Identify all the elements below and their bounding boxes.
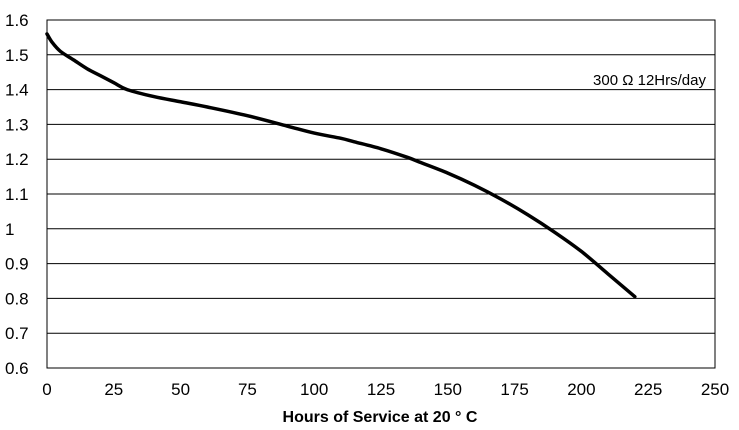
x-tick-label: 75 [238, 380, 257, 399]
x-tick-label: 50 [171, 380, 190, 399]
x-tick-label: 100 [300, 380, 328, 399]
x-tick-label: 0 [42, 380, 51, 399]
x-axis-ticks: 0 25 50 75 100 125 150 175 200 225 250 [42, 380, 729, 399]
y-tick-label: 1.2 [5, 150, 29, 169]
y-tick-label: 1.3 [5, 115, 29, 134]
x-tick-label: 150 [434, 380, 462, 399]
x-tick-label: 175 [500, 380, 528, 399]
y-tick-label: 1 [5, 220, 14, 239]
y-axis-ticks: 0.6 0.7 0.8 0.9 1 1.1 1.2 1.3 1.4 1.5 1.6 [5, 11, 29, 378]
x-tick-label: 25 [104, 380, 123, 399]
chart-annotation: 300 Ω 12Hrs/day [593, 72, 706, 89]
x-axis-label: Hours of Service at 20 ° C [283, 409, 478, 426]
x-tick-label: 200 [567, 380, 595, 399]
y-tick-label: 1.5 [5, 46, 29, 65]
series-line [45, 32, 637, 299]
y-tick-label: 1.4 [5, 81, 29, 100]
y-tick-label: 1.6 [5, 11, 29, 30]
x-tick-label: 250 [701, 380, 729, 399]
y-tick-label: 1.1 [5, 185, 29, 204]
y-tick-label: 0.9 [5, 255, 29, 274]
y-tick-label: 0.6 [5, 359, 29, 378]
y-tick-label: 0.7 [5, 324, 29, 343]
y-tick-label: 0.8 [5, 289, 29, 308]
plot-frame [46, 19, 716, 369]
x-tick-label: 225 [634, 380, 662, 399]
series-group [45, 32, 637, 299]
x-tick-label: 125 [367, 380, 395, 399]
